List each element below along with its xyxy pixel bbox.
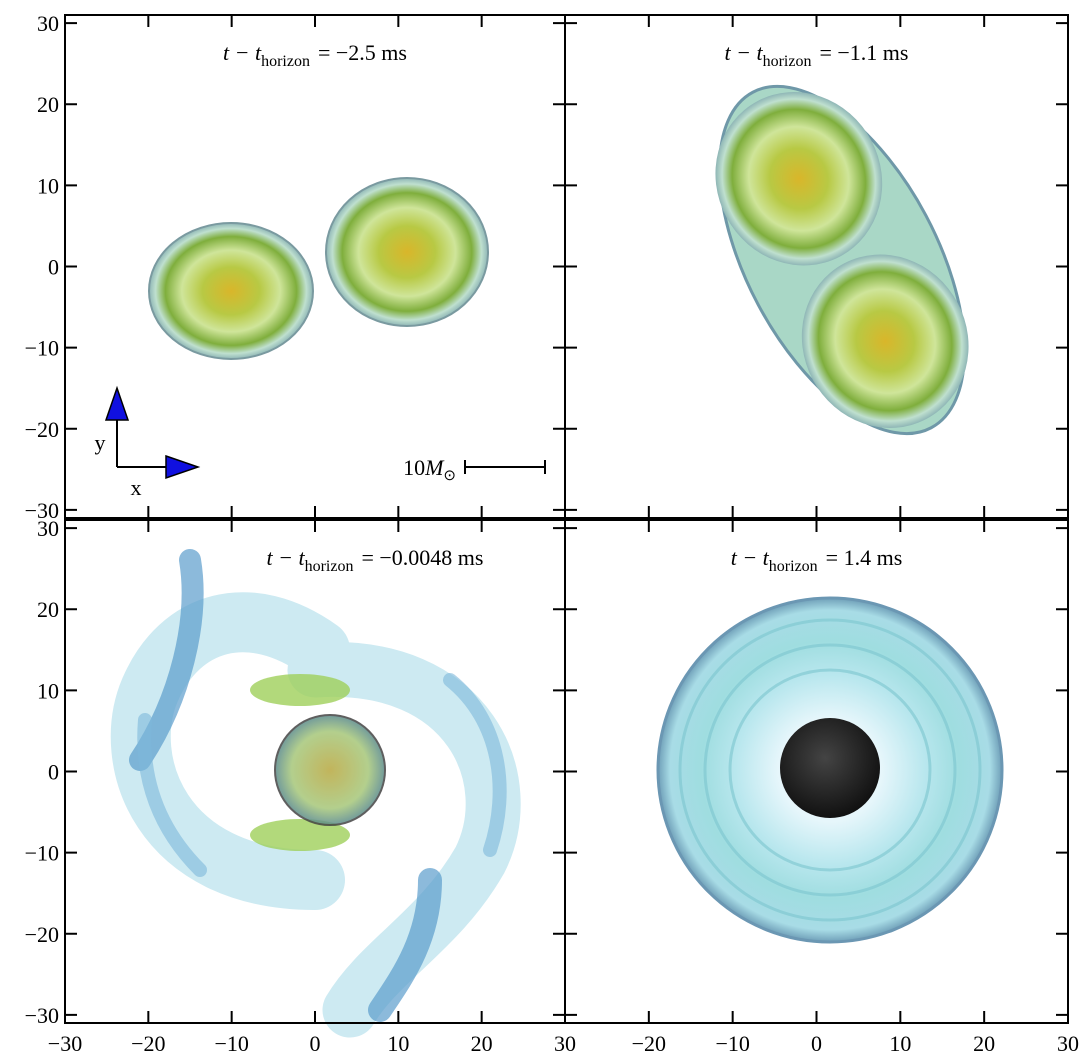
panel-title: t − thorizon = −1.1 ms [725,40,909,70]
title-lhs: t − t [223,40,262,65]
spiral-remnant [110,549,521,1038]
panel: −20 −10 0 10 20 30 t − thorizon = 1.4 ms [564,519,1079,1056]
y-tick-label: −20 [25,922,59,947]
scale-bar-label: 10M⊙ [403,455,456,484]
title-rhs: = −0.0048 ms [361,545,483,570]
x-tick-label: 10 [889,1031,911,1056]
axis-arrow-label: y [95,430,106,455]
x-tick-label: 20 [471,1031,493,1056]
neutron-star [148,222,314,360]
y-tick-label: 20 [37,92,59,117]
title-rhs: = −1.1 ms [819,40,908,65]
arrow-head [165,454,201,480]
x-tick-label: −20 [632,1031,666,1056]
y-tick-label: 0 [48,255,59,280]
title-rhs: = −2.5 ms [318,40,407,65]
y-tick-label: 30 [37,11,59,36]
scale-number: 10 [403,455,425,480]
y-tick-label: 10 [37,678,59,703]
x-tick-label: 0 [310,1031,321,1056]
title-subscript: horizon [261,53,310,70]
panel: t − thorizon = −1.1 ms [564,14,1069,519]
y-tick-label: −10 [25,336,59,361]
y-tick-label: −10 [25,841,59,866]
arrow-head [104,385,130,421]
title-lhs: t − t [725,40,764,65]
x-tick-label: −10 [214,1031,248,1056]
panel: −30 −20 −10 0 10 20 30 t − thorizon = −2.5 ms yx 1… [25,11,566,523]
title-lhs: t − t [731,545,770,570]
y-tick-label: −30 [25,1003,59,1028]
title-subscript: horizon [763,53,812,70]
merging-stars [715,84,969,436]
y-tick-label: 10 [37,173,59,198]
y-tick-label: −30 [25,498,59,523]
x-tick-label: −20 [131,1031,165,1056]
scale-subscript: ⊙ [443,468,456,484]
x-tick-label: 30 [554,1031,576,1056]
axis-arrow-label: x [131,475,142,500]
y-tick-label: 20 [37,597,59,622]
title-subscript: horizon [305,558,354,575]
panel: −30 −20 −10 0 10 20 30 −30 −20 −10 0 10 20 30 t − thor… [25,516,576,1056]
panel-title: t − thorizon = 1.4 ms [731,545,903,575]
title-lhs: t − t [267,545,306,570]
title-rhs: = 1.4 ms [826,545,903,570]
x-tick-label: −30 [48,1031,82,1056]
panel-title: t − thorizon = −0.0048 ms [267,545,484,575]
x-tick-label: 10 [387,1031,409,1056]
scale-symbol: M [424,455,445,480]
y-tick-label: 0 [48,760,59,785]
renders [110,84,1004,1038]
x-tick-label: −10 [715,1031,749,1056]
disk-rings [678,618,982,922]
x-tick-label: 0 [811,1031,822,1056]
panel-frame [64,14,566,519]
x-tick-label: 30 [1057,1031,1079,1056]
y-tick-label: −20 [25,417,59,442]
y-tick-label: 30 [37,516,59,541]
neutron-star [325,177,489,327]
panel-title: t − thorizon = −2.5 ms [223,40,407,70]
title-subscript: horizon [769,558,818,575]
x-tick-label: 20 [973,1031,995,1056]
black-hole [780,718,880,818]
